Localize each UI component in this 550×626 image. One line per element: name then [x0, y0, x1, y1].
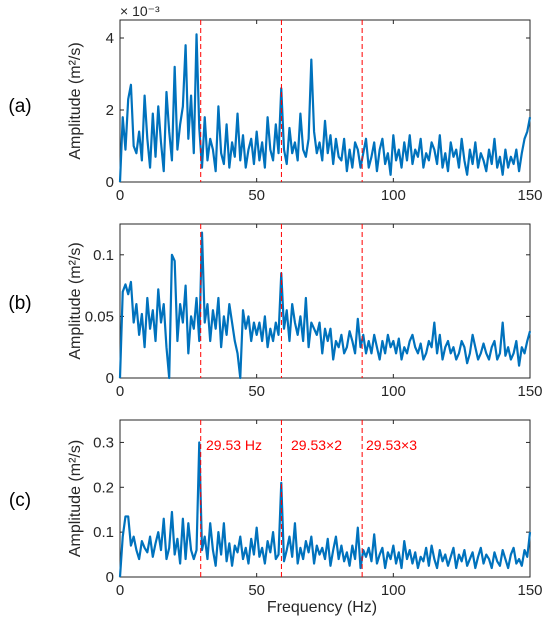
plot-frame [119, 419, 531, 578]
x-tick-label: 150 [517, 187, 542, 204]
x-tick-label: 150 [517, 383, 542, 400]
harmonic-annotation: 29.53×3 [366, 437, 417, 453]
panel-label: (a) [8, 96, 31, 117]
y-axis-title: Amplitude (m²/s) [67, 242, 84, 359]
harmonic-annotation: 29.53 Hz [206, 437, 262, 453]
y-tick-label: 0 [106, 174, 114, 191]
y-axis-title: Amplitude (m²/s) [67, 440, 84, 557]
y-axis-exponent: × 10⁻³ [120, 3, 160, 19]
amplitude-series-line [118, 231, 532, 380]
x-tick-label: 100 [381, 383, 406, 400]
x-tick-label: 100 [381, 187, 406, 204]
y-tick-label: 0.3 [93, 434, 114, 451]
x-tick-label: 0 [116, 582, 124, 599]
x-tick-label: 0 [116, 383, 124, 400]
y-tick-label: 2 [106, 102, 114, 119]
amplitude-series-line [118, 441, 532, 578]
x-tick-label: 0 [116, 187, 124, 204]
x-tick-label: 50 [248, 383, 265, 400]
panel-b: 0 50 100 150 0 0.05 0.1 Amplitude (m²/s) (b) [8, 223, 543, 400]
y-tick-label: 0.1 [93, 247, 114, 264]
y-tick-label: 4 [106, 30, 114, 47]
x-tick-label: 100 [381, 582, 406, 599]
panel-c: 0 50 100 150 0 0.1 0.2 0.3 Amplitude (m²/s) (c) 29… [9, 419, 543, 599]
x-tick-label: 50 [248, 187, 265, 204]
y-tick-label: 0 [106, 370, 114, 387]
amplitude-series-line [118, 33, 532, 183]
plot-frame [119, 19, 531, 183]
panel-label: (c) [9, 490, 31, 511]
y-tick-label: 0.2 [93, 479, 114, 496]
plot-frame [119, 223, 531, 379]
x-tick-label: 50 [248, 582, 265, 599]
panel-label: (b) [8, 293, 31, 314]
harmonic-annotation: 29.53×2 [291, 437, 342, 453]
y-tick-label: 0 [106, 569, 114, 586]
x-tick-label: 150 [517, 582, 542, 599]
panel-a: 0 50 100 150 0 2 4 Amplitude (m²/s) (a) × 10⁻³ [8, 3, 542, 204]
x-axis-title: Frequency (Hz) [267, 599, 377, 616]
y-axis-title: Amplitude (m²/s) [67, 42, 84, 159]
y-tick-label: 0.1 [93, 524, 114, 541]
y-tick-label: 0.05 [85, 308, 114, 325]
